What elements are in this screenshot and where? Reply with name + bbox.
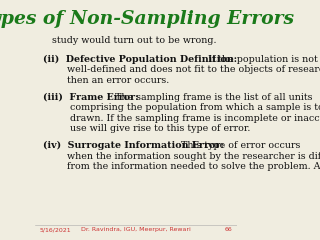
Text: Types of Non-Sampling Errors: Types of Non-Sampling Errors — [0, 10, 294, 28]
Text: The sampling frame is the list of all units
         comprising the population f: The sampling frame is the list of all un… — [44, 93, 320, 133]
Text: This type of error occurs
        when the information sought by the researcher : This type of error occurs when the infor… — [44, 141, 320, 171]
Text: (iii)  Frame Error:: (iii) Frame Error: — [44, 93, 139, 102]
Text: Dr. Ravindra, IGU, Meerpur, Rewari: Dr. Ravindra, IGU, Meerpur, Rewari — [81, 227, 191, 232]
Text: (ii)  Defective Population Definition:: (ii) Defective Population Definition: — [44, 55, 237, 64]
Text: 5/16/2021: 5/16/2021 — [39, 227, 71, 232]
Text: If the population is not
        well-defined and does not fit to the objects of: If the population is not well-defined an… — [44, 55, 320, 84]
Text: study would turn out to be wrong.: study would turn out to be wrong. — [52, 36, 216, 45]
Text: 66: 66 — [225, 227, 233, 232]
Text: (iv)  Surrogate Information Error:: (iv) Surrogate Information Error: — [44, 141, 224, 150]
